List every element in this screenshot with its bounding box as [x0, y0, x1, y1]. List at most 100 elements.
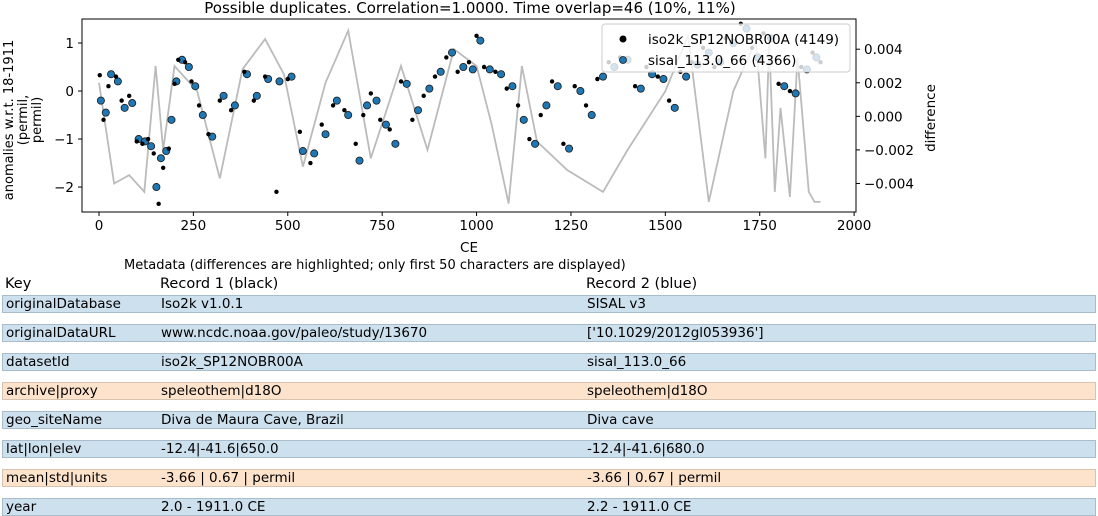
record2-value-cell: ['10.1029/2012gl053936'] [587, 325, 764, 341]
record2-point [508, 82, 517, 91]
record2-point [152, 183, 161, 192]
record1-point [189, 79, 194, 84]
record2-point [120, 103, 129, 112]
record2-point [275, 77, 284, 86]
metadata-caption: Metadata (differences are highlighted; o… [124, 258, 626, 273]
record1-point [432, 74, 438, 79]
y2-tick-label: 0.002 [864, 76, 903, 92]
y-tick-label: −1 [54, 132, 74, 148]
record2-point [198, 111, 207, 120]
y-tick-label: −2 [54, 180, 74, 196]
record2-point [565, 144, 574, 153]
difference-series [98, 27, 821, 204]
record2-point [332, 96, 341, 105]
record2-point [252, 91, 261, 100]
x-tick-label: 250 [180, 218, 206, 234]
x-tick-label: 1000 [459, 218, 493, 234]
x-tick-label: 500 [275, 218, 301, 234]
record2-point [436, 67, 445, 76]
legend-marker-record1 [619, 35, 627, 43]
record1-point [308, 160, 313, 166]
x-tick-label: 0 [95, 218, 104, 234]
x-tick-label: 750 [369, 218, 395, 234]
record2-point [167, 115, 176, 124]
record1-point [353, 141, 358, 147]
legend-marker-record2 [619, 56, 627, 64]
record1-point [113, 74, 119, 79]
record2-point [542, 101, 551, 110]
chart-title: Possible duplicates. Correlation=1.0000.… [204, 0, 735, 17]
record1-point [444, 55, 449, 60]
record1-point [776, 81, 781, 87]
record2-point [298, 147, 307, 156]
record2-point [670, 103, 679, 112]
record1-point [297, 129, 303, 135]
record2-point [780, 82, 789, 91]
record1-point [166, 146, 172, 151]
record1-point [217, 98, 223, 103]
metadata-key-cell: datasetId [6, 354, 70, 370]
record1-point [655, 74, 660, 79]
record2-value-cell: SISAL v3 [587, 296, 646, 312]
record1-point [466, 60, 472, 65]
record2-point [101, 108, 110, 117]
record2-point [381, 120, 390, 129]
record1-point [330, 103, 336, 108]
metadata-key-cell: originalDatabase [6, 296, 121, 312]
record1-point [285, 76, 290, 82]
record1-point [787, 88, 793, 94]
record1-point [572, 84, 577, 89]
x-axis-label: CE [460, 240, 478, 256]
record2-value-cell: Diva cave [587, 412, 654, 428]
record2-point [344, 111, 353, 120]
difference-line [98, 27, 821, 204]
record1-point [666, 98, 672, 103]
record2-point [107, 70, 116, 79]
record1-point [368, 91, 374, 96]
record2-value-cell: -12.4|-41.6|680.0 [587, 441, 705, 457]
metadata-row: mean|std|units -3.66 | 0.67 | permil -3.66… [2, 469, 1096, 487]
record1-point [151, 151, 156, 156]
record1-point [134, 139, 139, 144]
duplicate-comparison-chart: Possible duplicates. Correlation=1.0000.… [2, 0, 939, 256]
metadata-key-cell: geo_siteName [6, 412, 103, 428]
record2-value-cell: 2.2 - 1911.0 CE [587, 499, 692, 515]
record1-point [228, 108, 234, 113]
record1-value-cell: -12.4|-41.6|650.0 [161, 441, 279, 457]
record1-point [515, 103, 521, 108]
record2-point [96, 96, 105, 105]
record1-point [160, 165, 166, 171]
record1-point [583, 103, 589, 108]
metadata-key-cell: year [6, 499, 37, 515]
record2-point [355, 156, 364, 165]
record2-point [113, 77, 122, 86]
record1-value-cell: iso2k_SP12NOBR00A [161, 354, 303, 370]
record2-point [402, 79, 411, 88]
record1-value-cell: Diva de Maura Cave, Brazil [161, 412, 344, 428]
record2-point [476, 36, 485, 45]
metadata-row: geo_siteName Diva de Maura Cave, Brazil Di… [2, 411, 1096, 429]
record1-point [410, 117, 415, 123]
header-record2: Record 2 (blue) [586, 276, 698, 292]
y2-tick-label: 0.000 [864, 109, 903, 125]
record2-point [468, 65, 477, 74]
metadata-row: originalDataURL www.ncdc.noaa.gov/paleo/s… [2, 324, 1096, 342]
record2-point [425, 84, 434, 93]
record1-point [126, 93, 132, 99]
header-record1: Record 1 (black) [160, 276, 279, 292]
record2-point [497, 70, 506, 79]
record2-point [321, 130, 330, 139]
metadata-key-cell: lat|lon|elev [6, 441, 82, 457]
record1-point [119, 98, 124, 103]
record1-point [538, 112, 543, 118]
metadata-row: lat|lon|elev -12.4|-41.6|650.0 -12.4|-41.6… [2, 440, 1096, 458]
x-tick-label: 2000 [837, 218, 871, 234]
record1-point [561, 141, 566, 147]
record1-value-cell: 2.0 - 1911.0 CE [161, 499, 266, 515]
record2-point [156, 154, 165, 163]
record1-point [421, 93, 426, 99]
y-axis-left: 1 0 −1 −2 [54, 36, 82, 196]
record1-point [251, 98, 256, 103]
x-axis: 0 250 500 750 1000 1250 1500 1750 2000 [95, 212, 871, 234]
legend-label-record1: iso2k_SP12NOBR00A (4149) [648, 32, 839, 48]
